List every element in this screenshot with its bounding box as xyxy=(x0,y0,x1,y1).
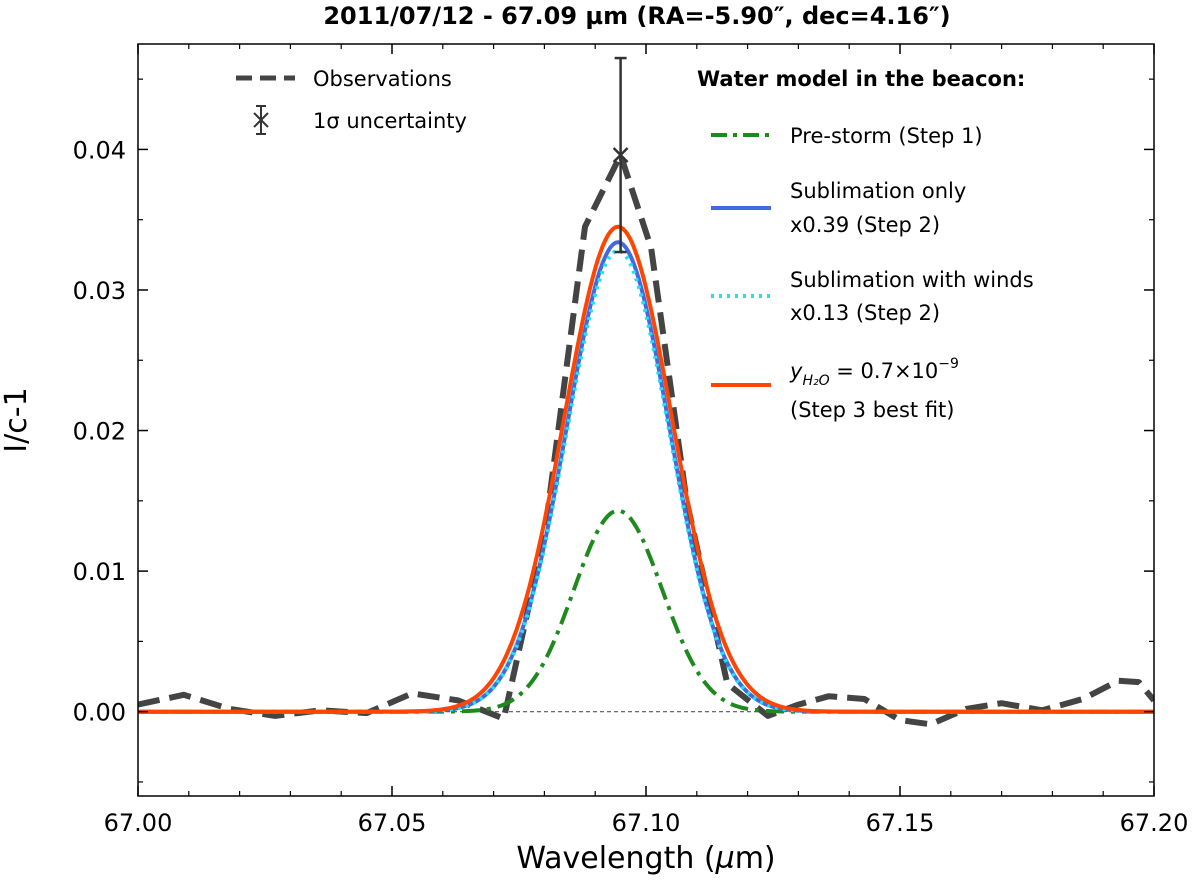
observations-legend-label: Observations xyxy=(313,67,452,91)
y-tick-label: 0.02 xyxy=(73,418,126,446)
uncertainty-legend-swatch xyxy=(253,105,269,135)
x-tick-label: 67.20 xyxy=(1120,809,1189,837)
uncertainty-legend-label: 1σ uncertainty xyxy=(313,109,467,133)
best-fit-legend-label-1: yH₂O = 0.7×10−9 xyxy=(789,356,959,389)
sublimation-only-curve xyxy=(138,240,1154,714)
sublimation-only-legend-label-1: Sublimation only xyxy=(790,179,966,203)
x-tick-label: 67.00 xyxy=(104,809,173,837)
sublimation-winds-curve xyxy=(138,248,1154,714)
y-tick-label: 0.00 xyxy=(73,699,126,727)
pre-storm-legend-label: Pre-storm (Step 1) xyxy=(790,124,983,148)
x-tick-label: 67.15 xyxy=(866,809,935,837)
uncertainty-errorbar xyxy=(612,56,629,254)
y-tick-label: 0.01 xyxy=(73,558,126,586)
x-axis-label: Wavelength (µm) xyxy=(516,841,775,876)
sublimation-winds-legend-label-2: x0.13 (Step 2) xyxy=(790,301,940,325)
observations-line xyxy=(138,152,1154,728)
models-legend: Water model in the beacon: Pre-storm (St… xyxy=(697,67,1034,422)
sublimation-winds-legend-label-1: Sublimation with winds xyxy=(790,268,1034,292)
plot-area: 67.00 67.05 67.10 67.15 67.20 0.00 0.01 0.02 0.0… xyxy=(73,43,1189,837)
sublimation-only-legend-label-2: x0.39 (Step 2) xyxy=(790,213,940,237)
observations-legend: Observations 1σ uncertainty xyxy=(236,67,467,135)
models-legend-title: Water model in the beacon: xyxy=(697,67,1025,91)
x-tick-label: 67.10 xyxy=(612,809,681,837)
chart-title: 2011/07/12 - 67.09 µm (RA=-5.90″, dec=4.… xyxy=(323,2,950,30)
y-axis-label: I/c-1 xyxy=(0,387,34,452)
errorbar-marker-b xyxy=(612,147,629,163)
best-fit-curve xyxy=(138,224,1154,714)
y-tick-label: 0.03 xyxy=(73,277,126,305)
best-fit-legend-label-2: (Step 3 best fit) xyxy=(790,398,954,422)
plot-frame xyxy=(137,43,1155,797)
y-tick-label: 0.04 xyxy=(73,136,126,164)
x-tick-label: 67.05 xyxy=(358,809,427,837)
pre-storm-curve xyxy=(138,508,1154,714)
